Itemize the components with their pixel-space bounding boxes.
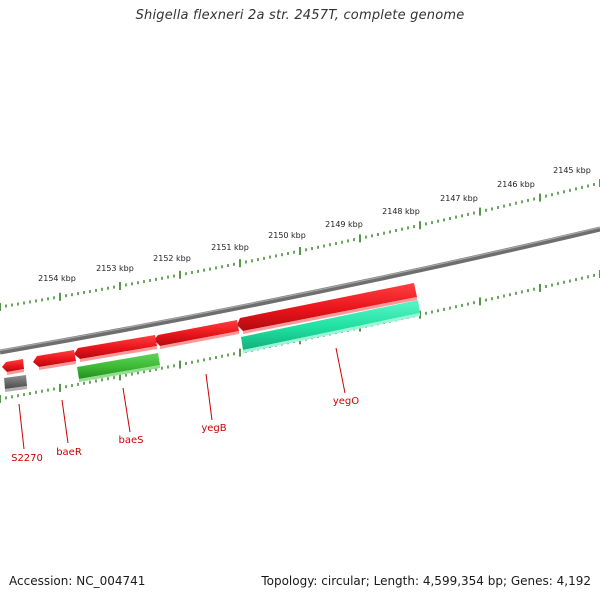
gene-yegO-shadow xyxy=(243,297,417,334)
gene-yegB-arrow[interactable] xyxy=(154,320,239,346)
leader-yegO xyxy=(335,347,346,394)
ruler-label: 2145 kbp xyxy=(553,166,591,175)
length-label: Length: xyxy=(373,574,420,588)
gene-baeR-arrow[interactable] xyxy=(33,350,76,367)
forward-strand-genes xyxy=(2,283,417,375)
gene-baeS-forward-arrow[interactable] xyxy=(74,335,157,359)
leader-baeS xyxy=(122,387,131,433)
gene-pseudo-box[interactable] xyxy=(4,375,27,389)
accession-value: NC_004741 xyxy=(76,574,146,588)
length-value: 4,599,354 bp xyxy=(422,574,503,588)
genome-backbone xyxy=(0,226,600,355)
topology-label: Topology: xyxy=(261,574,318,588)
gene-labels: S2270 baeR baeS yegB yegO xyxy=(11,396,359,464)
leader-yegB xyxy=(205,373,213,421)
map-title: Shigella flexneri 2a str. 2457T, complet… xyxy=(135,8,465,23)
ruler-label: 2146 kbp xyxy=(497,180,535,189)
leader-baeR xyxy=(61,399,69,444)
ruler-label: 2154 kbp xyxy=(38,274,76,283)
gene-pseudo-shadow xyxy=(5,386,27,392)
ruler-label: 2149 kbp xyxy=(325,220,363,229)
gene-label-yegO[interactable]: yegO xyxy=(333,396,359,407)
genes-label: Genes: xyxy=(510,574,553,588)
ruler-labels: 2145 kbp 2146 kbp 2147 kbp 2148 kbp 2149… xyxy=(38,166,591,283)
reverse-strand-genes xyxy=(4,300,420,392)
gene-label-baeS[interactable]: baeS xyxy=(119,435,144,446)
accession-label: Accession: xyxy=(9,574,73,588)
ruler-label: 2151 kbp xyxy=(211,243,249,252)
ruler-label: 2150 kbp xyxy=(268,231,306,240)
topology-value: circular xyxy=(321,574,366,588)
gene-yegO-reverse-shadow xyxy=(243,313,420,353)
gene-leaders xyxy=(18,347,346,450)
gene-baeS-forward-shadow xyxy=(80,346,157,362)
gene-S2270-arrow[interactable] xyxy=(2,359,24,372)
gene-baeR-shadow xyxy=(39,361,76,370)
gene-S2270-shadow xyxy=(7,369,24,375)
gene-yegO-reverse-box[interactable] xyxy=(241,300,420,350)
gene-yegB-shadow xyxy=(160,331,239,349)
gene-label-S2270[interactable]: S2270 xyxy=(11,453,43,464)
ruler-label: 2153 kbp xyxy=(96,264,134,273)
genes-value: 4,192 xyxy=(556,574,591,588)
ruler-label: 2148 kbp xyxy=(382,207,420,216)
gene-label-yegB[interactable]: yegB xyxy=(201,423,226,434)
leader-S2270 xyxy=(18,403,25,450)
accession-info: Accession: NC_004741 xyxy=(9,574,145,588)
gene-baeS-shadow xyxy=(79,365,160,382)
gene-baeS-box[interactable] xyxy=(77,353,160,379)
ruler-label: 2147 kbp xyxy=(440,194,478,203)
outer-ruler xyxy=(0,179,600,311)
genome-summary: Topology: circular; Length: 4,599,354 bp… xyxy=(261,574,591,588)
gene-label-baeR[interactable]: baeR xyxy=(56,447,82,458)
ruler-label: 2152 kbp xyxy=(153,254,191,263)
genome-backbone-highlight xyxy=(0,226,600,352)
gene-yegO-arrow[interactable] xyxy=(237,283,417,331)
